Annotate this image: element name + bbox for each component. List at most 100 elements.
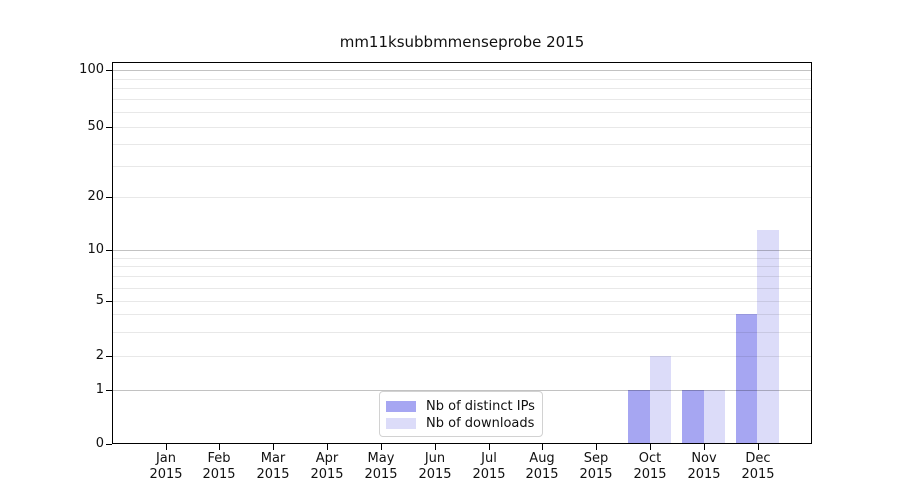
- minor-gridline-y-6: [113, 288, 811, 289]
- y-tick-label-2: 2: [95, 348, 104, 363]
- gridline-y-50: [113, 127, 811, 128]
- legend-item-downloads: Nb of downloads: [386, 415, 536, 432]
- x-tick-label-dec: Dec 2015: [726, 451, 790, 483]
- y-tick-label-1: 1: [95, 382, 104, 397]
- x-tick-mark-aug: [542, 444, 543, 450]
- x-tick-mark-dec: [758, 444, 759, 450]
- x-tick-label-feb: Feb 2015: [187, 451, 251, 483]
- x-tick-mark-apr: [327, 444, 328, 450]
- gridline-y-2: [113, 356, 811, 357]
- gridline-y-10: [113, 250, 811, 251]
- minor-gridline-y-7: [113, 276, 811, 277]
- y-tick-mark-100: [106, 70, 112, 71]
- x-tick-mark-jan: [166, 444, 167, 450]
- minor-gridline-y-30: [113, 166, 811, 167]
- x-tick-year: 2015: [310, 467, 344, 482]
- x-tick-year: 2015: [256, 467, 290, 482]
- y-tick-mark-2: [106, 356, 112, 357]
- bar-distinct-ips-dec: [735, 314, 758, 444]
- x-tick-label-jun: Jun 2015: [403, 451, 467, 483]
- bar-downloads-oct: [649, 356, 672, 444]
- bar-downloads-dec: [757, 229, 779, 444]
- y-tick-mark-5: [106, 301, 112, 302]
- x-tick-mark-mar: [273, 444, 274, 450]
- minor-gridline-y-80: [113, 88, 811, 89]
- legend-swatch-downloads-icon: [386, 418, 416, 429]
- y-tick-mark-50: [106, 127, 112, 128]
- legend-item-distinct-ips: Nb of distinct IPs: [386, 398, 536, 415]
- legend-swatch-distinct-ips-icon: [386, 401, 416, 412]
- y-tick-mark-10: [106, 250, 112, 251]
- x-tick-label-may: May 2015: [349, 451, 413, 483]
- gridline-y-1: [113, 390, 811, 391]
- bar-distinct-ips-nov: [682, 390, 704, 444]
- x-tick-month: May: [367, 451, 395, 466]
- x-tick-year: 2015: [741, 467, 775, 482]
- minor-gridline-y-90: [113, 79, 811, 80]
- bar-downloads-nov: [703, 390, 725, 444]
- x-tick-mark-sep: [596, 444, 597, 450]
- minor-gridline-y-70: [113, 99, 811, 100]
- y-tick-mark-1: [106, 390, 112, 391]
- x-tick-year: 2015: [418, 467, 452, 482]
- x-tick-label-apr: Apr 2015: [295, 451, 359, 483]
- x-tick-year: 2015: [579, 467, 613, 482]
- x-tick-mark-may: [381, 444, 382, 450]
- chart-title: mm11ksubbmmenseprobe 2015: [339, 33, 585, 51]
- x-tick-mark-jun: [435, 444, 436, 450]
- y-tick-label-10: 10: [87, 242, 104, 257]
- minor-gridline-y-40: [113, 144, 811, 145]
- minor-gridline-y-8: [113, 266, 811, 267]
- y-tick-label-50: 50: [87, 119, 104, 134]
- x-tick-label-nov: Nov 2015: [672, 451, 736, 483]
- x-tick-month: Jun: [424, 451, 446, 466]
- y-tick-label-20: 20: [87, 189, 104, 204]
- minor-gridline-y-60: [113, 112, 811, 113]
- x-tick-month: Apr: [315, 451, 339, 466]
- x-tick-label-jul: Jul 2015: [457, 451, 521, 483]
- x-tick-label-oct: Oct 2015: [618, 451, 682, 483]
- gridline-y-100: [113, 70, 811, 71]
- x-tick-label-aug: Aug 2015: [510, 451, 574, 483]
- x-tick-month: Jan: [155, 451, 177, 466]
- x-tick-year: 2015: [633, 467, 667, 482]
- x-tick-label-sep: Sep 2015: [564, 451, 628, 483]
- legend: Nb of distinct IPs Nb of downloads: [379, 391, 543, 437]
- x-tick-year: 2015: [687, 467, 721, 482]
- gridline-y-5: [113, 301, 811, 302]
- x-tick-label-jan: Jan 2015: [134, 451, 198, 483]
- y-tick-mark-0: [106, 444, 112, 445]
- plot-border: [112, 62, 812, 444]
- x-tick-year: 2015: [364, 467, 398, 482]
- x-tick-year: 2015: [149, 467, 183, 482]
- legend-label-downloads: Nb of downloads: [426, 416, 535, 431]
- x-tick-mark-feb: [219, 444, 220, 450]
- x-tick-month: Feb: [207, 451, 231, 466]
- legend-label-distinct-ips: Nb of distinct IPs: [426, 399, 535, 414]
- minor-gridline-y-4: [113, 314, 811, 315]
- x-tick-month: Sep: [583, 451, 609, 466]
- y-tick-label-0: 0: [95, 436, 104, 451]
- y-tick-label-100: 100: [79, 62, 104, 77]
- x-tick-year: 2015: [472, 467, 506, 482]
- x-tick-mark-nov: [704, 444, 705, 450]
- minor-gridline-y-9: [113, 258, 811, 259]
- x-tick-year: 2015: [525, 467, 559, 482]
- y-tick-mark-20: [106, 197, 112, 198]
- x-tick-month: Oct: [638, 451, 662, 466]
- x-tick-month: Aug: [529, 451, 555, 466]
- x-tick-month: Jul: [481, 451, 497, 466]
- x-tick-month: Nov: [691, 451, 717, 466]
- x-tick-label-mar: Mar 2015: [241, 451, 305, 483]
- x-tick-mark-jul: [489, 444, 490, 450]
- x-tick-year: 2015: [202, 467, 236, 482]
- minor-gridline-y-3: [113, 332, 811, 333]
- x-tick-mark-oct: [650, 444, 651, 450]
- y-tick-label-5: 5: [95, 293, 104, 308]
- x-tick-month: Mar: [260, 451, 286, 466]
